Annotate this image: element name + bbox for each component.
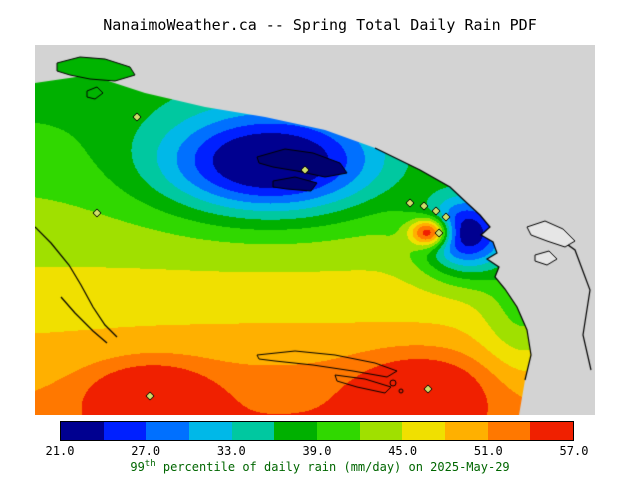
- caption: 99th percentile of daily rain (mm/day) o…: [0, 459, 640, 474]
- caption-number: 99: [130, 460, 145, 474]
- colorbar-segment-8: [402, 422, 446, 440]
- colorbar-segment-11: [530, 422, 574, 440]
- colorbar-tick-row: 21.0 27.0 33.0 39.0 45.0 51.0 57.0: [46, 444, 589, 458]
- caption-superscript: th: [144, 459, 156, 469]
- colorbar-segment-1: [103, 422, 147, 440]
- colorbar-tick-label: 45.0: [388, 444, 418, 458]
- colorbar-segment-5: [274, 422, 318, 440]
- colorbar-segment-0: [61, 422, 104, 440]
- caption-text: percentile of daily rain (mm/day) on 202…: [155, 460, 510, 474]
- colorbar-segment-9: [445, 422, 488, 440]
- colorbar-tick-label: 27.0: [131, 444, 161, 458]
- colorbar: [60, 421, 574, 441]
- colorbar-tick-label: 21.0: [45, 444, 75, 458]
- colorbar-tick-label: 39.0: [302, 444, 332, 458]
- colorbar-segment-2: [146, 422, 190, 440]
- page-title: NanaimoWeather.ca -- Spring Total Daily …: [103, 16, 537, 34]
- colorbar-tick-label: 57.0: [559, 444, 589, 458]
- colorbar-tick-label: 51.0: [473, 444, 503, 458]
- colorbar-segment-7: [359, 422, 403, 440]
- colorbar-tick-label: 33.0: [216, 444, 246, 458]
- colorbar-segment-10: [487, 422, 531, 440]
- colorbar-segment-3: [189, 422, 232, 440]
- colorbar-segment-4: [231, 422, 275, 440]
- colorbar-segment-6: [317, 422, 360, 440]
- rain-contour-map-canvas: [35, 45, 595, 415]
